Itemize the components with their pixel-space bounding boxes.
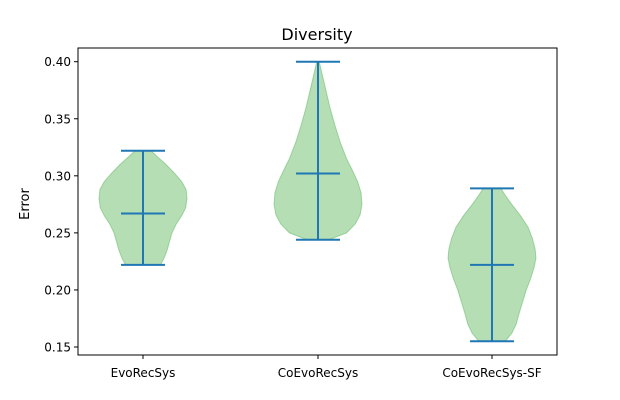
y-tick-label: 0.20 [44,283,71,297]
y-tick-label: 0.15 [44,341,71,355]
y-axis-label: Error [18,188,33,220]
y-tick-label: 0.25 [44,226,71,240]
x-tick-label: CoEvoRecSys-SF [442,366,541,380]
y-tick-label: 0.40 [44,55,71,69]
y-tick-label: 0.30 [44,169,71,183]
y-tick-label: 0.35 [44,112,71,126]
plot-frame [77,47,558,356]
violin-layer [98,60,537,343]
x-tick-label: CoEvoRecSys [278,366,359,380]
chart-title: Diversity [281,25,352,44]
y-axis: 0.15 0.20 0.25 0.30 0.35 0.40 [44,55,78,355]
x-tick-label: EvoRecSys [111,366,176,380]
x-axis: EvoRecSys CoEvoRecSys CoEvoRecSys-SF [111,355,542,380]
